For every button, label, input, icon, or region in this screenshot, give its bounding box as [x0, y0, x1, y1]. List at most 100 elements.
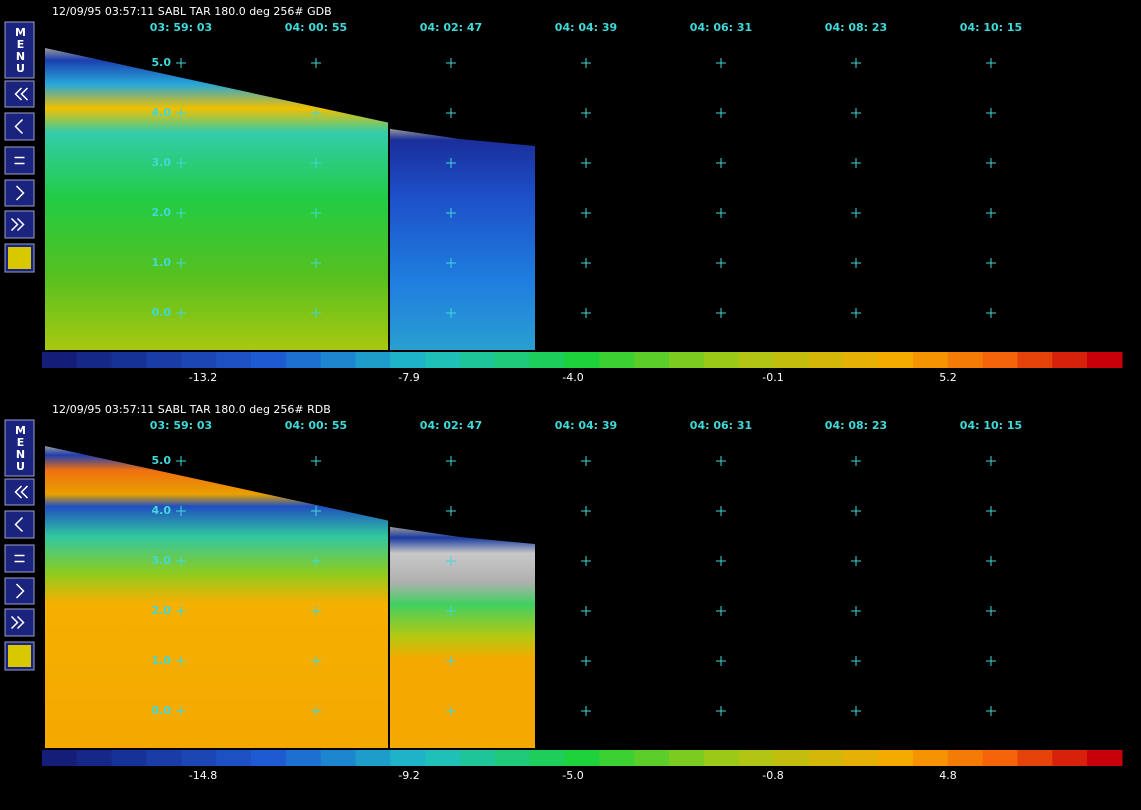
grid-cross: [716, 258, 726, 268]
button-face: [4, 608, 35, 637]
colorbar-label: -5.0: [562, 769, 583, 782]
grid-cross: [851, 208, 861, 218]
colorbar-segment: [808, 750, 844, 766]
colorbar-label: -9.2: [398, 769, 419, 782]
nav-button[interactable]: [4, 577, 35, 605]
colorbar-segment: [76, 750, 113, 766]
grid-cross: [311, 58, 321, 68]
button-face: [4, 112, 35, 141]
grid-cross: [446, 506, 456, 516]
colorbar-segment: [1052, 750, 1088, 766]
colorbar-segment: [146, 750, 182, 766]
grid-cross: [716, 108, 726, 118]
colorbar-label: -4.0: [562, 371, 583, 384]
menu-button[interactable]: MENU: [4, 419, 35, 477]
button-face: [4, 577, 35, 605]
grid-cross: [176, 506, 186, 516]
colorbar-segment: [216, 352, 252, 368]
grid-cross: [986, 556, 996, 566]
colorbar-segment: [878, 750, 914, 766]
menu-button[interactable]: MENU: [4, 21, 35, 79]
grid-cross: [176, 208, 186, 218]
grid-cross: [851, 258, 861, 268]
time-label: 04: 04: 39: [555, 419, 617, 432]
button-icon: [10, 217, 25, 232]
nav-button[interactable]: [4, 80, 35, 108]
grid-cross: [176, 556, 186, 566]
grid-cross: [581, 208, 591, 218]
colorbar-segment: [285, 352, 322, 368]
colorbar-label: -0.1: [762, 371, 783, 384]
colorbar-segment: [564, 750, 600, 766]
nav-button[interactable]: [4, 112, 35, 141]
grid-cross: [176, 456, 186, 466]
colorbar-segment: [460, 750, 496, 766]
grid-cross: [176, 58, 186, 68]
grid-cross: [851, 606, 861, 616]
colorbar-segment: [216, 750, 252, 766]
grid-cross: [446, 108, 456, 118]
height-label: 3.0: [152, 554, 172, 567]
colorbar-segment: [425, 750, 461, 766]
grid-cross: [986, 656, 996, 666]
button-face: [4, 544, 35, 573]
grid-cross: [986, 58, 996, 68]
grid-cross: [446, 158, 456, 168]
time-label: 04: 06: 31: [690, 21, 752, 34]
time-label: 04: 10: 15: [960, 419, 1022, 432]
height-label: 4.0: [152, 504, 172, 517]
grid-cross: [986, 258, 996, 268]
grid-cross: [176, 158, 186, 168]
grid-cross: [446, 456, 456, 466]
button-face: [4, 80, 35, 108]
grid-cross: [311, 606, 321, 616]
nav-button[interactable]: [4, 146, 35, 175]
colorbar-segment: [912, 750, 949, 766]
grid-cross: [851, 58, 861, 68]
color-swatch: [8, 247, 31, 269]
colorbar-segment: [355, 352, 391, 368]
height-label: 0.0: [152, 306, 172, 319]
colorbar-segment: [146, 352, 182, 368]
height-label: 5.0: [152, 454, 172, 467]
colorbar-segment: [251, 750, 287, 766]
colorbar-segment: [773, 750, 809, 766]
colorbar-segment: [703, 352, 740, 368]
nav-button[interactable]: [4, 179, 35, 207]
time-label: 04: 04: 39: [555, 21, 617, 34]
nav-button[interactable]: [4, 210, 35, 239]
grid-cross: [581, 308, 591, 318]
nav-button[interactable]: [4, 510, 35, 539]
grid-cross: [581, 556, 591, 566]
colorbar-segment: [564, 352, 600, 368]
backscatter-image: [389, 128, 535, 350]
colorbar-segment: [669, 750, 705, 766]
colorbar-segment: [76, 352, 113, 368]
grid-cross: [581, 606, 591, 616]
button-icon: [14, 516, 24, 533]
colorbar-segment: [320, 750, 357, 766]
colorbar-segment: [111, 750, 148, 766]
panel: 12/09/95 03:57:11 SABL TAR 180.0 deg 256…: [4, 403, 1123, 782]
nav-button[interactable]: [4, 478, 35, 506]
grid-cross: [311, 706, 321, 716]
colorbar-segment: [808, 352, 844, 368]
button-face: [4, 179, 35, 207]
colorbar-segment: [181, 352, 217, 368]
nav-button[interactable]: [4, 608, 35, 637]
colorbar-segment: [773, 352, 809, 368]
color-button[interactable]: [4, 243, 35, 273]
colorbar-label: 4.8: [939, 769, 957, 782]
colorbar-segment: [460, 352, 496, 368]
colorbar-segment: [982, 750, 1018, 766]
grid-cross: [311, 158, 321, 168]
time-label: 04: 08: 23: [825, 21, 887, 34]
colorbar-segment: [494, 352, 531, 368]
color-button[interactable]: [4, 641, 35, 671]
colorbar-segment: [494, 750, 531, 766]
colorbar-segment: [599, 352, 635, 368]
grid-cross: [311, 308, 321, 318]
grid-cross: [311, 506, 321, 516]
nav-button[interactable]: [4, 544, 35, 573]
